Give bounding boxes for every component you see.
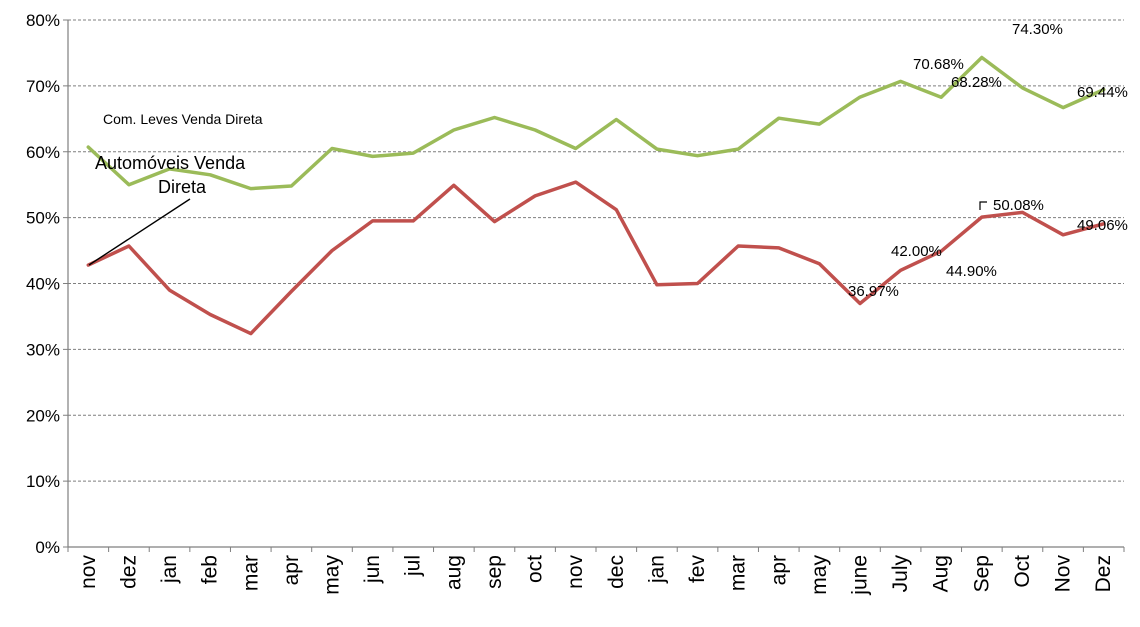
data-label-49-06: 49.06% [1077, 217, 1128, 234]
x-tick-label: jan [645, 555, 668, 584]
x-tick-label: oct [524, 555, 547, 583]
y-tick-label: 70% [26, 77, 60, 96]
series-label-cars-line1: Automóveis Venda [95, 153, 246, 173]
data-label-69-44: 69.44% [1077, 84, 1128, 101]
x-tick-label: July [889, 555, 912, 593]
x-tick-label: apr [280, 555, 303, 585]
data-label-70-68: 70.68% [913, 56, 964, 73]
x-tick-label: mar [239, 555, 262, 591]
y-tick-label: 0% [35, 538, 60, 557]
data-label-74-30: 74.30% [1012, 21, 1063, 38]
y-tick-label: 10% [26, 472, 60, 491]
x-tick-label: apr [767, 555, 790, 585]
y-tick-labels: 0% 10% 20% 30% 40% 50% 60% 70% 80% [26, 11, 60, 557]
data-label-44-90: 44.90% [946, 263, 997, 280]
x-tick-label: aug [442, 555, 465, 590]
series-label-light-commercial: Com. Leves Venda Direta [103, 111, 263, 127]
data-label-36-97: 36.97% [848, 283, 899, 300]
x-tick-label: jul [402, 555, 425, 577]
x-tick-label: may [808, 555, 831, 595]
data-label-42-00: 42.00% [891, 243, 942, 260]
x-tick-label: Aug [930, 555, 953, 592]
x-tick-label: dez [117, 555, 140, 589]
x-tick-label: mar [727, 555, 750, 591]
x-tick-label: Oct [1011, 555, 1034, 588]
x-tick-label: nov [564, 555, 587, 589]
x-tick-labels: nov dez jan feb mar apr may jun jul aug sep oct nov d… [77, 555, 1115, 596]
y-tick-label: 50% [26, 209, 60, 228]
y-tick-label: 80% [26, 11, 60, 30]
series-lines [86, 55, 1106, 336]
data-label-50-08: 50.08% [993, 197, 1044, 214]
series-line-light-commercial [86, 55, 1106, 191]
x-tick-label: jan [158, 555, 181, 584]
leader-lines [88, 198, 987, 266]
label-50-08-leader [979, 201, 987, 210]
x-tick-label: fev [686, 555, 709, 584]
series-label-cars-line2: Direta [158, 177, 207, 197]
x-tick-label: dec [605, 555, 628, 589]
x-tick-label: Dez [1092, 555, 1115, 592]
x-tick-label: Sep [970, 555, 993, 592]
y-tick-label: 30% [26, 340, 60, 359]
data-label-68-28: 68.28% [951, 74, 1002, 91]
cars-series-leader-line [88, 198, 191, 266]
x-tick-label: jun [361, 555, 384, 584]
x-tick-label: nov [77, 555, 100, 589]
y-tick-label: 20% [26, 406, 60, 425]
x-tick-label: sep [483, 555, 506, 589]
x-tick-label: Nov [1052, 555, 1075, 593]
grid [68, 19, 1124, 482]
y-tick-label: 40% [26, 275, 60, 294]
x-tick-label: june [849, 555, 872, 596]
data-labels: 70.68% 68.28% 74.30% 69.44% 36.97% 42.00… [95, 21, 1128, 300]
y-tick-label: 60% [26, 143, 60, 162]
x-tick-label: feb [199, 555, 222, 584]
x-tick-label: may [321, 555, 344, 595]
series-line-cars [86, 180, 1106, 336]
axes [63, 19, 1125, 552]
